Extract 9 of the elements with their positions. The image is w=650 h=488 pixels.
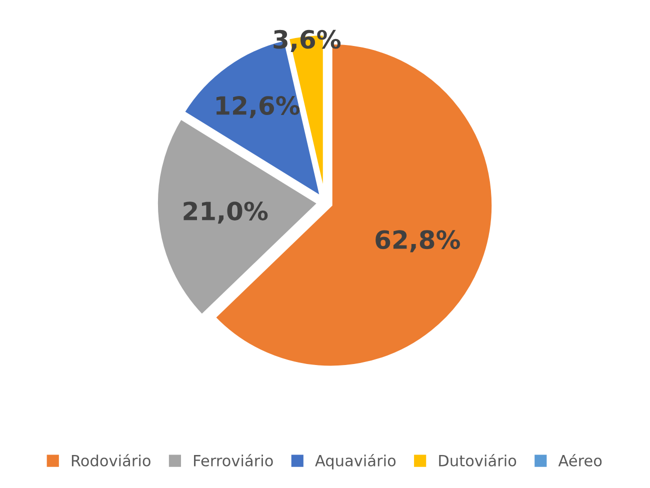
legend-label: Aquaviário: [315, 454, 396, 470]
legend-label: Rodoviário: [72, 454, 150, 466]
data-label: 3,6%: [274, 30, 341, 52]
legend-label: Dutoviário: [439, 454, 516, 466]
data-label: 21,0%: [184, 202, 268, 224]
legend-label: Ferroviário: [194, 454, 273, 466]
data-label: 62,8%: [376, 230, 460, 252]
data-label: 12,6%: [216, 96, 300, 118]
legend-label: Aéreo: [558, 454, 602, 466]
